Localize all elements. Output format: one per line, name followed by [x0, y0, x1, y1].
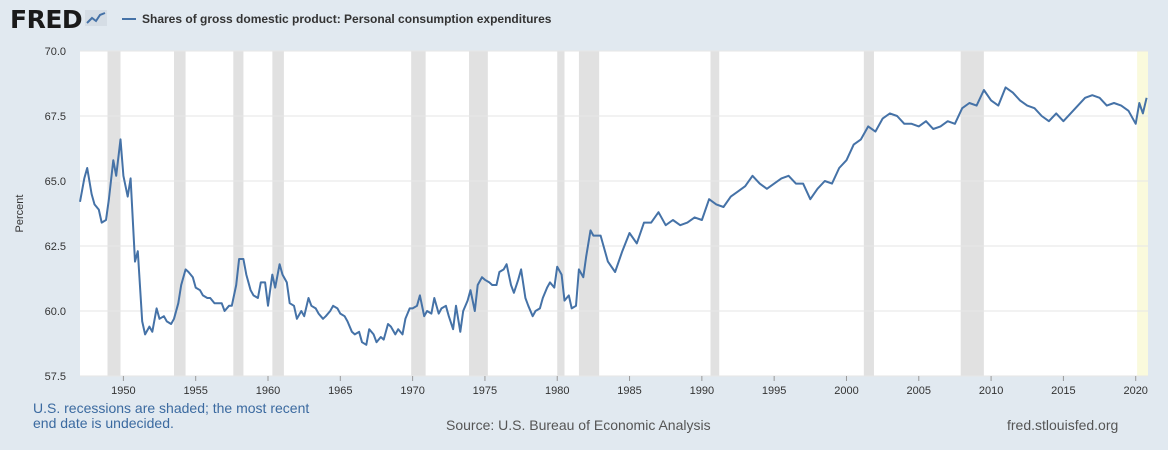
fred-logo[interactable]: FRED — [10, 5, 108, 34]
y-tick-label: 65.0 — [45, 176, 66, 188]
legend-swatch — [122, 18, 136, 20]
recession-band — [863, 51, 874, 376]
chart-legend: Shares of gross domestic product: Person… — [122, 12, 551, 26]
y-tick-label: 62.5 — [45, 241, 66, 253]
recession-band — [272, 51, 284, 376]
x-tick-label: 2020 — [1123, 385, 1147, 397]
logo-text: FRED — [10, 5, 83, 34]
x-tick-label: 1950 — [111, 385, 135, 397]
recession-band — [107, 51, 121, 376]
recession-band-open — [1137, 51, 1148, 376]
x-tick-label: 2015 — [1051, 385, 1075, 397]
source-note: Source: U.S. Bureau of Economic Analysis — [446, 417, 711, 433]
x-tick-label: 1995 — [762, 385, 786, 397]
x-tick-label: 1975 — [473, 385, 497, 397]
recession-band — [960, 51, 984, 376]
y-tick-label: 57.5 — [45, 371, 66, 383]
recession-note[interactable]: U.S. recessions are shaded; the most rec… — [33, 400, 310, 431]
recession-band — [578, 51, 600, 376]
x-tick-label: 1955 — [183, 385, 207, 397]
x-tick-label: 2010 — [979, 385, 1003, 397]
legend-label: Shares of gross domestic product: Person… — [142, 12, 552, 26]
x-tick-label: 1960 — [256, 385, 280, 397]
recession-band — [233, 51, 244, 376]
x-tick-label: 2000 — [834, 385, 858, 397]
y-tick-label: 70.0 — [45, 46, 66, 58]
y-tick-label: 67.5 — [45, 111, 66, 123]
x-tick-label: 1990 — [690, 385, 714, 397]
x-tick-label: 1985 — [617, 385, 641, 397]
x-tick-label: 1970 — [400, 385, 424, 397]
x-tick-label: 2005 — [907, 385, 931, 397]
series-line — [79, 86, 1148, 346]
y-axis-label: Percent — [14, 195, 26, 233]
recession-band — [411, 51, 426, 376]
recession-band — [174, 51, 186, 376]
x-tick-label: 1980 — [545, 385, 569, 397]
recession-band — [557, 51, 565, 376]
y-tick-label: 60.0 — [45, 306, 66, 318]
line-graph-icon — [85, 9, 108, 31]
recession-band — [710, 51, 720, 376]
site-url[interactable]: fred.stlouisfed.org — [1007, 417, 1119, 433]
recession-band — [469, 51, 488, 376]
x-tick-label: 1965 — [328, 385, 352, 397]
